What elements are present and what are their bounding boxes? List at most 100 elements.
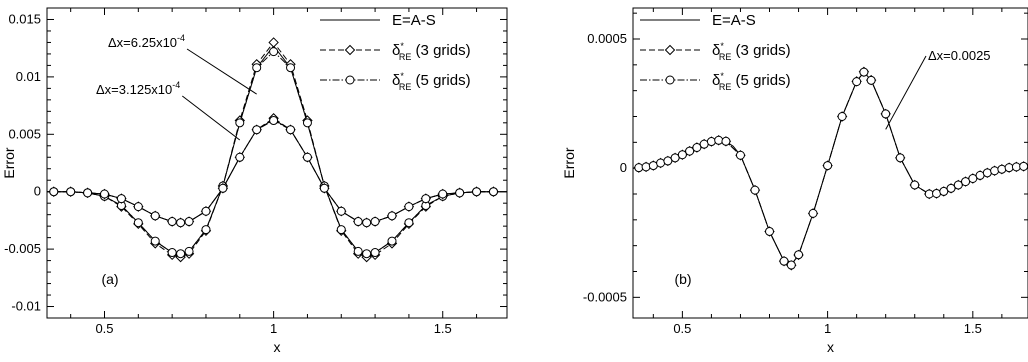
annotation-label: Δx=0.0025 (928, 48, 991, 63)
data-point (910, 180, 920, 190)
x-tick-label: 1.5 (964, 321, 982, 336)
y-axis-label: Error (561, 147, 577, 178)
data-point (176, 218, 186, 228)
data-point (765, 226, 775, 236)
data-point (235, 118, 245, 128)
data-point (167, 248, 177, 258)
y-tick-label: 0 (620, 160, 627, 175)
legend-marker (665, 75, 675, 85)
data-point (808, 208, 818, 218)
data-point (370, 248, 380, 258)
data-point (1019, 161, 1028, 171)
x-tick-label: 0.5 (673, 321, 691, 336)
y-tick-label: -0.005 (4, 241, 41, 256)
x-tick-label: 1 (270, 321, 277, 336)
data-point (218, 183, 228, 193)
data-point (735, 150, 745, 160)
data-point (946, 183, 956, 193)
panel-label: (b) (674, 271, 691, 287)
data-point (692, 143, 702, 152)
data-point (235, 152, 245, 162)
series-line-1 (638, 71, 1024, 266)
data-point (794, 250, 804, 260)
legend-marker (345, 75, 355, 85)
data-point (100, 189, 109, 199)
data-point (269, 47, 279, 57)
data-point (150, 211, 160, 221)
data-point (786, 260, 796, 270)
series-group (633, 66, 1028, 271)
legend-label: δ* RE (3 grids) (392, 41, 471, 62)
data-point (286, 125, 296, 135)
y-tick-label: 0.0005 (587, 31, 627, 46)
data-point (852, 77, 862, 87)
panel-label: (a) (101, 271, 118, 287)
x-tick-label: 0.5 (95, 321, 113, 336)
data-point (823, 161, 833, 171)
y-tick-label: -0.0005 (583, 289, 627, 304)
data-point (387, 236, 397, 246)
data-point (184, 246, 194, 256)
data-point (685, 146, 695, 156)
series-group (47, 37, 507, 263)
chart-panel-b: 0.5 1 1.5 -0.0005 0 0.0005 x Error E=A-S δ* RE (3 … (561, 7, 1028, 355)
data-point (319, 183, 329, 193)
x-axis-label: x (827, 339, 834, 355)
annotation-label: Δx=6.25x10-4 (108, 33, 185, 50)
data-point (881, 109, 891, 119)
plot-frame (46, 7, 508, 319)
data-point (116, 194, 126, 204)
data-point (932, 188, 942, 198)
data-point (982, 168, 992, 178)
data-point (421, 194, 431, 204)
data-point (859, 67, 869, 77)
annotation-label: Δx=3.125x10-4 (96, 80, 180, 97)
data-point (133, 218, 143, 228)
data-point (353, 217, 363, 227)
x-axis-label: x (274, 339, 281, 355)
annotation-leader (186, 48, 257, 95)
data-point (252, 125, 262, 135)
data-point (49, 187, 59, 197)
data-point (184, 217, 194, 227)
data-point (252, 63, 262, 73)
data-point (387, 211, 397, 221)
data-point (438, 189, 448, 199)
data-point (268, 37, 279, 48)
series-line-2 (638, 71, 1024, 266)
data-point (895, 153, 905, 163)
data-point (269, 116, 279, 126)
legend: E=A-S δ* RE (3 grids) δ* RE (5 grids) (640, 12, 791, 92)
data-point (721, 136, 731, 146)
data-point (66, 187, 76, 197)
data-point (455, 188, 465, 198)
legend-label: E=A-S (392, 12, 436, 29)
data-point (641, 162, 651, 172)
data-point (488, 187, 498, 197)
data-point (167, 217, 177, 227)
data-point (750, 185, 760, 195)
x-tick-label: 1 (824, 321, 831, 336)
y-axis-label: Error (1, 147, 17, 178)
data-point (370, 217, 380, 227)
x-tick-label: 1.5 (434, 321, 452, 336)
data-point (837, 112, 847, 121)
data-point (404, 202, 414, 212)
data-point (779, 256, 789, 266)
plot-frame (632, 7, 1028, 319)
y-tick-label: 0.005 (8, 126, 41, 141)
data-point (302, 118, 312, 128)
data-point (634, 163, 644, 173)
chart-panel-a: 0.5 1 1.5 -0.01 -0.005 0 0.005 0.01 0.015 x Error E… (1, 7, 508, 355)
y-tick-label: 0.01 (16, 69, 41, 84)
data-point (656, 158, 666, 168)
data-point (336, 225, 346, 235)
data-point (336, 206, 346, 216)
y-tick-label: -0.01 (11, 299, 41, 314)
series-line-3 (47, 118, 507, 224)
data-point (714, 135, 724, 145)
annotation-leader (885, 55, 927, 130)
data-point (1004, 163, 1014, 173)
legend-marker (664, 44, 676, 56)
data-point (472, 187, 482, 197)
